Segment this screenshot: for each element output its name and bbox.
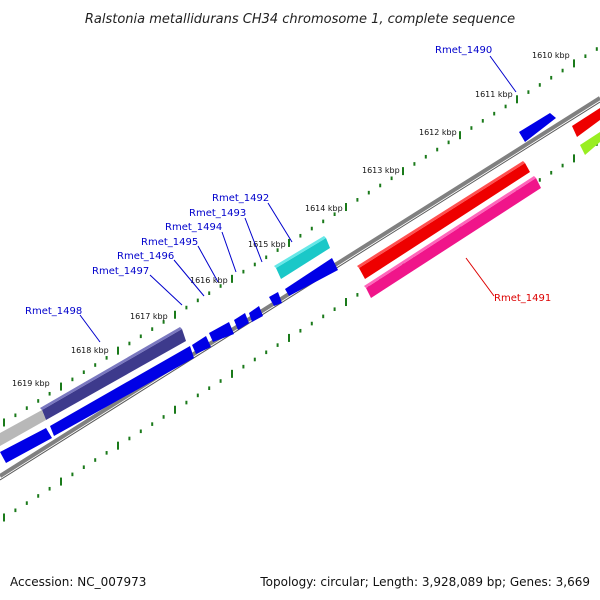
gene-rmet-1490[interactable] [519, 113, 556, 142]
scale-label: 1616 kbp [190, 276, 228, 285]
leader-lines [79, 55, 517, 343]
scale-label: 1612 kbp [419, 128, 457, 137]
gene-blue-small[interactable] [192, 336, 211, 354]
scale-label: 1610 kbp [532, 51, 570, 60]
gene-rmet-1496[interactable] [234, 313, 249, 330]
gene-pink-bar[interactable] [366, 178, 541, 298]
gene-rmet-1493[interactable] [285, 258, 338, 296]
gene-blue-long[interactable] [50, 346, 194, 436]
gene-blue-left[interactable] [0, 428, 52, 463]
scale-label: 1618 kbp [71, 346, 109, 355]
genome-stats-text: Topology: circular; Length: 3,928,089 bp… [259, 575, 590, 589]
gene-label-rmet-1490[interactable]: Rmet_1490 [435, 45, 492, 56]
gene-rmet-1491[interactable] [359, 163, 530, 279]
backbone-line-shadow [0, 101, 600, 481]
gene-rmet-1498-top [40, 327, 182, 410]
gene-label-rmet-1495[interactable]: Rmet_1495 [141, 237, 198, 248]
gene-red-partial[interactable] [572, 108, 600, 137]
gene-label-rmet-1491[interactable]: Rmet_1491 [494, 293, 551, 304]
gene-pink-bar-top [364, 176, 536, 288]
gene-label-rmet-1494[interactable]: Rmet_1494 [165, 222, 222, 233]
scale-label: 1611 kbp [475, 90, 513, 99]
gene-rmet-1494[interactable] [269, 292, 282, 306]
gene-label-rmet-1492[interactable]: Rmet_1492 [212, 193, 269, 204]
gene-rmet-1491-top [357, 161, 525, 268]
scale-label: 1614 kbp [305, 204, 343, 213]
scale-label: 1615 kbp [248, 240, 286, 249]
gene-rmet-1497[interactable] [209, 322, 234, 342]
gene-label-rmet-1498[interactable]: Rmet_1498 [25, 306, 82, 317]
gene-rmet-1492[interactable] [276, 238, 330, 279]
scale-labels: 1610 kbp 1611 kbp 1612 kbp 1613 kbp 1614… [12, 51, 570, 388]
gene-features [0, 108, 600, 463]
map-title: Ralstonia metallidurans CH34 chromosome … [85, 12, 515, 27]
scale-tick-rows [3, 47, 598, 522]
gene-rmet-1498[interactable] [42, 329, 186, 420]
gene-rmet-1492-top [274, 236, 326, 268]
scale-label: 1613 kbp [362, 166, 400, 175]
gene-label-rmet-1497[interactable]: Rmet_1497 [92, 266, 149, 277]
accession-text: Accession: NC_007973 [10, 575, 146, 589]
gene-grey-bar[interactable] [0, 410, 46, 446]
gene-labels: Rmet_1490 Rmet_1491 Rmet_1492 Rmet_1493 … [25, 45, 551, 317]
gene-lime-partial[interactable] [580, 132, 600, 155]
gene-rmet-1495[interactable] [249, 306, 263, 322]
scale-label: 1619 kbp [12, 379, 50, 388]
scale-label: 1617 kbp [130, 312, 168, 321]
gene-label-rmet-1496[interactable]: Rmet_1496 [117, 251, 174, 262]
gene-label-rmet-1493[interactable]: Rmet_1493 [189, 208, 246, 219]
